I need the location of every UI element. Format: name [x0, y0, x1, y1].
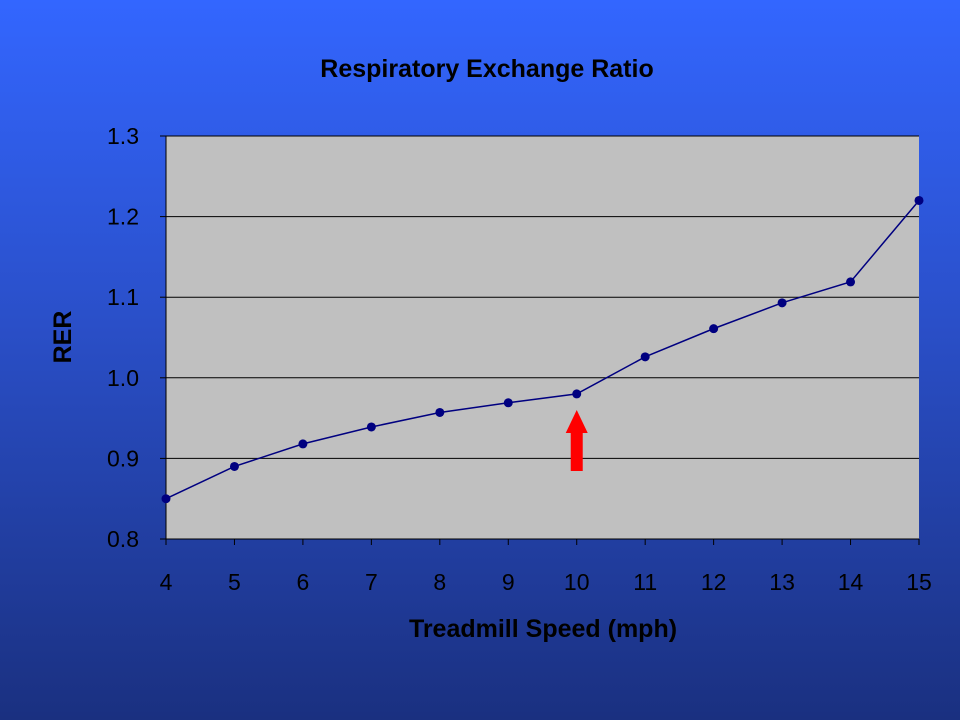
x-tick-label: 15 [906, 569, 932, 595]
chart-title: Respiratory Exchange Ratio [320, 55, 653, 83]
x-tick-label: 7 [365, 569, 378, 595]
y-tick-label: 1.3 [107, 123, 139, 149]
x-tick-label: 6 [297, 569, 310, 595]
data-point [503, 398, 513, 408]
data-point [229, 461, 239, 471]
data-point [777, 298, 787, 308]
data-point [435, 407, 445, 417]
data-point [914, 195, 924, 205]
data-point [298, 439, 308, 449]
x-tick-label: 8 [433, 569, 446, 595]
x-tick-label: 9 [502, 569, 515, 595]
series-line [165, 199, 920, 500]
annotation-arrow [565, 410, 588, 471]
x-axis-label: Treadmill Speed (mph) [409, 615, 677, 643]
x-tick-label: 5 [228, 569, 241, 595]
y-tick-label: 1.1 [107, 284, 139, 310]
plot-area [166, 136, 919, 539]
data-point [161, 494, 171, 504]
data-point [709, 324, 719, 334]
y-tick-label: 1.0 [107, 365, 139, 391]
series-rer [161, 195, 924, 504]
x-tick-label: 11 [633, 569, 657, 595]
gridlines [166, 135, 919, 459]
y-tick-label: 0.9 [107, 445, 139, 471]
y-tick-label: 1.2 [107, 204, 139, 230]
data-point [846, 277, 856, 287]
x-tick-label: 4 [160, 569, 173, 595]
y-tick-label: 0.8 [107, 526, 139, 552]
x-axis-ticks: 4 5 6 7 8 9 10 11 12 13 14 15 [160, 539, 932, 595]
data-point [640, 352, 650, 362]
x-tick-label: 14 [838, 569, 864, 595]
data-point [366, 422, 376, 432]
y-axis-ticks: 0.8 0.9 1.0 1.1 1.2 1.3 [107, 123, 166, 552]
x-tick-label: 13 [769, 569, 795, 595]
y-axis-label: RER [49, 311, 77, 364]
red-arrow-icon [565, 410, 588, 471]
x-tick-label: 10 [564, 569, 590, 595]
axes [165, 136, 919, 540]
data-point [572, 389, 582, 399]
x-tick-label: 12 [701, 569, 727, 595]
